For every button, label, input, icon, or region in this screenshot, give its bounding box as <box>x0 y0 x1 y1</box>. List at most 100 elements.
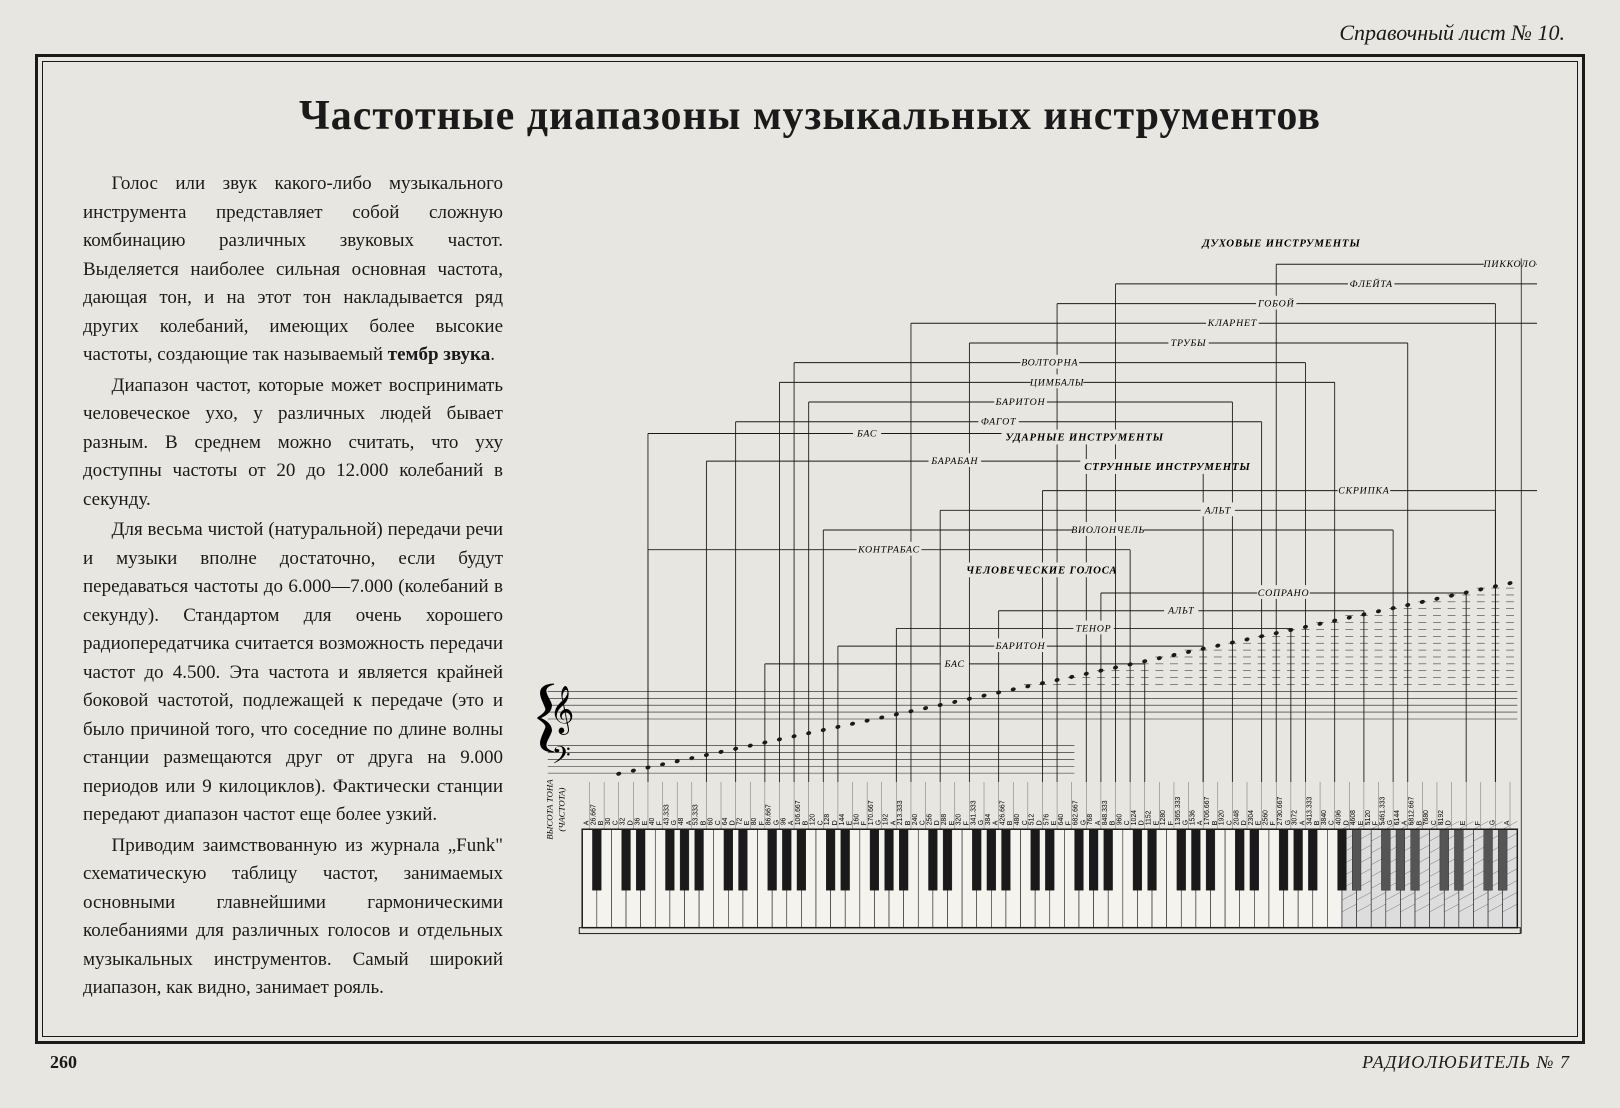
svg-text:1280: 1280 <box>1160 810 1167 825</box>
svg-text:96: 96 <box>780 817 787 825</box>
svg-text:512: 512 <box>1029 814 1036 826</box>
svg-text:1152: 1152 <box>1146 810 1153 825</box>
svg-text:128: 128 <box>824 814 831 826</box>
content-area: Голос или звук какого-либо музыкального … <box>83 170 1537 1016</box>
svg-text:(ЧАСТОТА): (ЧАСТОТА) <box>556 787 566 831</box>
svg-text:43.333: 43.333 <box>663 804 670 825</box>
svg-text:КОНТРАБАС: КОНТРАБАС <box>857 545 920 556</box>
svg-text:БАРИТОН: БАРИТОН <box>995 641 1046 652</box>
page-number: 260 <box>50 1052 77 1073</box>
svg-text:F: F <box>1475 821 1482 825</box>
svg-text:640: 640 <box>1058 814 1065 826</box>
page-frame-inner: Частотные диапазоны музыкальных инструме… <box>42 61 1578 1037</box>
svg-text:256: 256 <box>926 814 933 826</box>
svg-text:2048: 2048 <box>1233 810 1240 825</box>
svg-text:426.667: 426.667 <box>1000 800 1007 825</box>
svg-text:𝄔: 𝄔 <box>534 672 555 770</box>
svg-text:1365.333: 1365.333 <box>1175 796 1182 825</box>
svg-text:2560: 2560 <box>1263 810 1270 825</box>
svg-text:848.333: 848.333 <box>1102 800 1109 825</box>
svg-text:СОПРАНО: СОПРАНО <box>1258 588 1310 599</box>
svg-text:ЧЕЛОВЕЧЕСКИЕ ГОЛОСА: ЧЕЛОВЕЧЕСКИЕ ГОЛОСА <box>966 564 1117 576</box>
frequency-chart: 𝄞 𝄢𝄔A26.667B30C32D36E40F43.333G48A53.333… <box>533 170 1537 1016</box>
svg-text:60: 60 <box>707 817 714 825</box>
svg-text:БАС: БАС <box>856 428 877 439</box>
svg-text:160: 160 <box>853 814 860 826</box>
svg-text:2730.667: 2730.667 <box>1277 796 1284 825</box>
svg-text:32: 32 <box>620 817 627 825</box>
page-frame: Частотные диапазоны музыкальных инструме… <box>35 54 1585 1044</box>
svg-text:ФАГОТ: ФАГОТ <box>981 417 1017 428</box>
svg-text:5461.333: 5461.333 <box>1379 796 1386 825</box>
svg-text:БАРАБАН: БАРАБАН <box>930 456 978 467</box>
svg-text:3413.333: 3413.333 <box>1306 796 1313 825</box>
svg-text:1536: 1536 <box>1189 810 1196 825</box>
svg-text:40: 40 <box>649 817 656 825</box>
svg-text:7680: 7680 <box>1423 810 1430 825</box>
svg-text:3072: 3072 <box>1292 810 1299 825</box>
svg-text:ПИККОЛО: ПИККОЛО <box>1483 259 1537 270</box>
svg-text:8192: 8192 <box>1438 810 1445 825</box>
chart-column: 𝄞 𝄢𝄔A26.667B30C32D36E40F43.333G48A53.333… <box>533 170 1537 1016</box>
svg-text:УДАРНЫЕ ИНСТРУМЕНТЫ: УДАРНЫЕ ИНСТРУМЕНТЫ <box>1005 431 1163 443</box>
svg-text:5120: 5120 <box>1365 810 1372 825</box>
svg-text:576: 576 <box>1043 814 1050 826</box>
svg-text:682.667: 682.667 <box>1073 800 1080 825</box>
svg-text:768: 768 <box>1087 814 1094 826</box>
svg-text:ТРУБЫ: ТРУБЫ <box>1171 338 1207 349</box>
svg-text:288: 288 <box>941 814 948 826</box>
svg-text:341.333: 341.333 <box>970 800 977 825</box>
svg-text:192: 192 <box>883 814 890 826</box>
body-paragraph: Диапазон частот, которые может восприним… <box>83 372 503 515</box>
svg-text:БАРИТОН: БАРИТОН <box>995 397 1046 408</box>
svg-text:КЛАРНЕТ: КЛАРНЕТ <box>1207 318 1258 329</box>
body-paragraph: Голос или звук какого-либо музыкального … <box>83 170 503 370</box>
body-paragraph: Приводим заимствованную из журнала „Funk… <box>83 832 503 1003</box>
svg-text:4608: 4608 <box>1350 810 1357 825</box>
svg-text:ВОЛТОРНА: ВОЛТОРНА <box>1021 358 1078 369</box>
svg-text:ВИОЛОНЧЕЛЬ: ВИОЛОНЧЕЛЬ <box>1071 525 1145 536</box>
page-footer: 260 РАДИОЛЮБИТЕЛЬ № 7 <box>35 1044 1585 1073</box>
svg-text:ДУХОВЫЕ ИНСТРУМЕНТЫ: ДУХОВЫЕ ИНСТРУМЕНТЫ <box>1201 238 1360 250</box>
svg-text:A: A <box>1504 820 1511 825</box>
svg-text:D: D <box>1446 820 1453 825</box>
svg-text:144: 144 <box>839 814 846 826</box>
svg-text:170.667: 170.667 <box>868 800 875 825</box>
svg-text:4096: 4096 <box>1336 810 1343 825</box>
svg-text:240: 240 <box>912 814 919 826</box>
svg-text:СКРИПКА: СКРИПКА <box>1338 486 1390 497</box>
svg-text:E: E <box>1460 820 1467 825</box>
reference-sheet-label: Справочный лист № 10. <box>35 20 1585 46</box>
svg-text:48: 48 <box>678 817 685 825</box>
svg-text:ВЫСОТА ТОНА: ВЫСОТА ТОНА <box>545 779 555 840</box>
svg-text:ФЛЕЙТА: ФЛЕЙТА <box>1350 278 1393 290</box>
body-paragraph: Для весьма чистой (натуральной) передачи… <box>83 516 503 830</box>
svg-text:106.667: 106.667 <box>795 800 802 825</box>
svg-text:26.667: 26.667 <box>590 804 597 825</box>
page-title: Частотные диапазоны музыкальных инструме… <box>83 92 1537 140</box>
svg-text:72: 72 <box>737 817 744 825</box>
svg-text:БАС: БАС <box>944 659 965 670</box>
svg-text:G: G <box>1489 820 1496 825</box>
svg-text:3840: 3840 <box>1321 810 1328 825</box>
svg-text:СТРУННЫЕ ИНСТРУМЕНТЫ: СТРУННЫЕ ИНСТРУМЕНТЫ <box>1084 461 1250 473</box>
svg-text:6812.667: 6812.667 <box>1409 796 1416 825</box>
svg-text:АЛЬТ: АЛЬТ <box>1204 505 1232 516</box>
svg-text:2304: 2304 <box>1248 810 1255 825</box>
svg-text:36: 36 <box>634 817 641 825</box>
svg-text:30: 30 <box>605 817 612 825</box>
svg-text:1024: 1024 <box>1131 810 1138 825</box>
svg-text:ЦИМБАЛЫ: ЦИМБАЛЫ <box>1029 377 1085 388</box>
svg-text:АЛЬТ: АЛЬТ <box>1167 606 1195 617</box>
svg-text:960: 960 <box>1116 814 1123 826</box>
svg-text:1920: 1920 <box>1219 810 1226 825</box>
svg-text:53.333: 53.333 <box>693 804 700 825</box>
svg-text:384: 384 <box>985 814 992 826</box>
svg-text:1706.667: 1706.667 <box>1204 796 1211 825</box>
svg-text:ТЕНОР: ТЕНОР <box>1076 623 1112 634</box>
svg-text:64: 64 <box>722 817 729 825</box>
svg-text:120: 120 <box>810 814 817 826</box>
svg-text:6144: 6144 <box>1394 810 1401 825</box>
svg-text:ГОБОЙ: ГОБОЙ <box>1257 298 1295 310</box>
svg-text:86.667: 86.667 <box>766 804 773 825</box>
